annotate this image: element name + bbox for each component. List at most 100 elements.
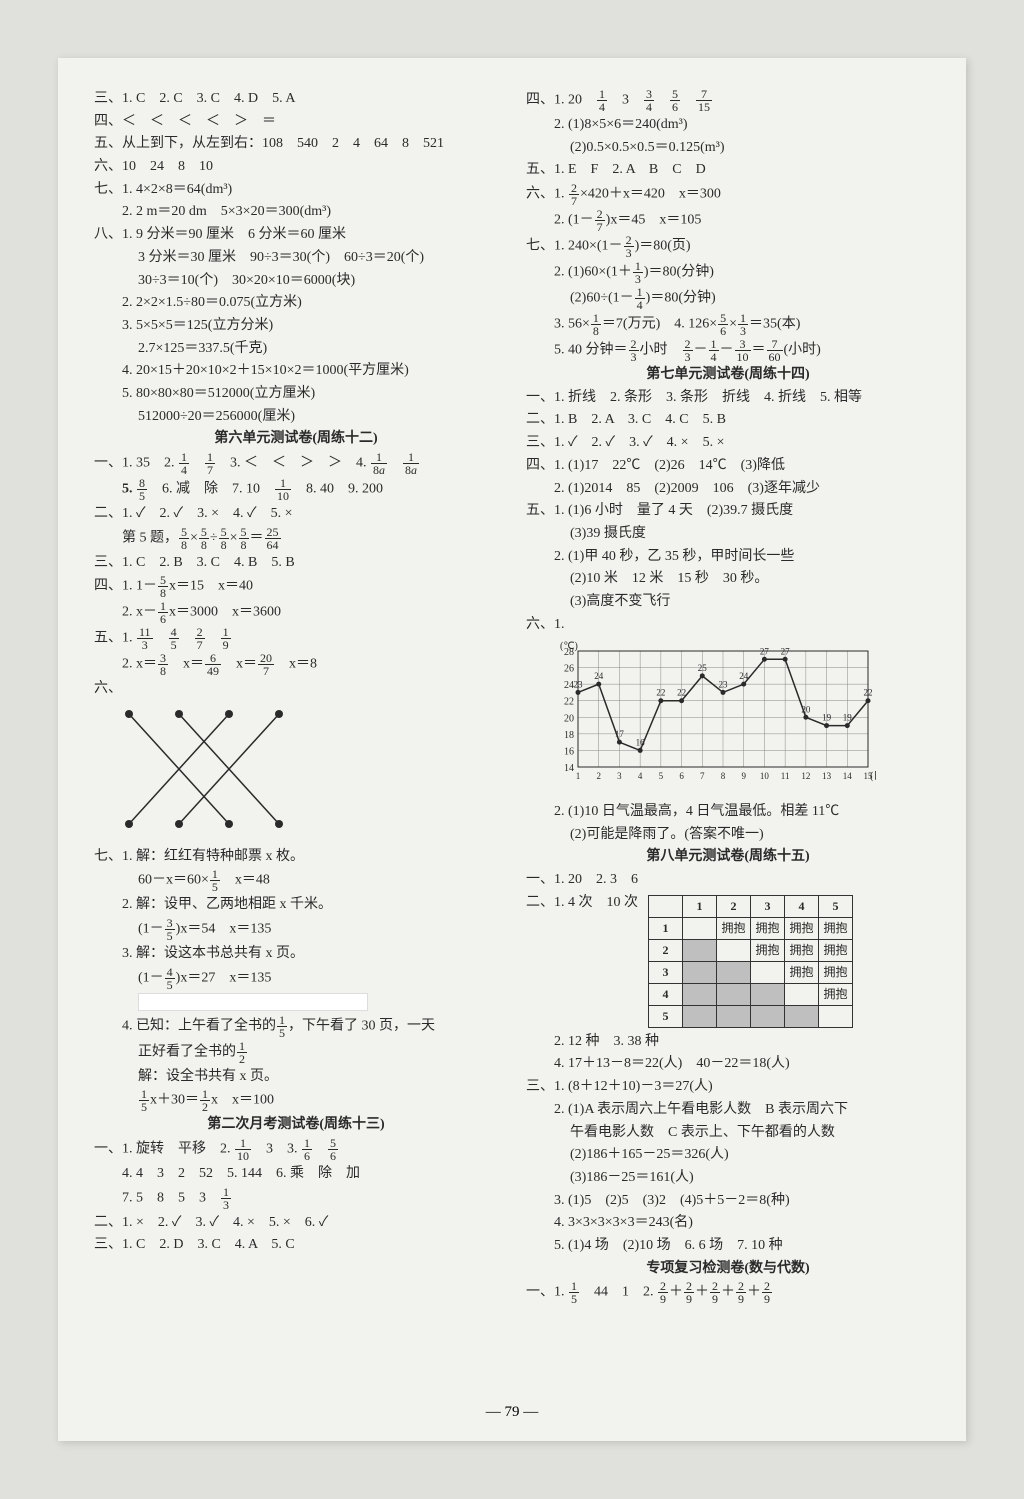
- line: 2. (1)60×(1＋13)＝80(分钟): [526, 260, 930, 285]
- svg-text:16: 16: [636, 738, 646, 748]
- svg-text:13: 13: [822, 771, 832, 781]
- line: 3 分米＝30 厘米 90÷3＝30(个) 60÷3＝20(个): [94, 247, 498, 269]
- svg-text:1: 1: [576, 771, 581, 781]
- svg-text:(℃): (℃): [560, 641, 578, 652]
- line: 2. (1)A 表示周六上午看电影人数 B 表示周六下: [526, 1099, 930, 1121]
- svg-text:17: 17: [615, 729, 625, 739]
- line: 3. (1)5 (2)5 (3)2 (4)5＋5－2＝8(种): [526, 1190, 930, 1212]
- line: (3)39 摄氏度: [526, 523, 930, 545]
- line: 2. 解：设甲、乙两地相距 x 千米。: [94, 894, 498, 916]
- line: 7. 5 8 5 3 13: [94, 1186, 498, 1211]
- line: 2. (1)2014 85 (2)2009 106 (3)逐年减少: [526, 478, 930, 500]
- svg-text:10: 10: [760, 771, 770, 781]
- line: 2.7×125＝337.5(千克): [94, 338, 498, 360]
- line: (3)高度不变飞行: [526, 591, 930, 613]
- svg-text:18: 18: [564, 730, 574, 741]
- right-column: 四、1. 20 14 3 34 56 715 2. (1)8×5×6＝240(d…: [526, 88, 930, 1398]
- redaction-block: [138, 993, 368, 1011]
- line: (2)可能是降雨了。(答案不唯一): [526, 824, 930, 846]
- line: 2. (1)8×5×6＝240(dm³): [526, 114, 930, 136]
- svg-text:27: 27: [781, 647, 791, 657]
- line: 4. 4 3 2 52 5. 144 6. 乘 除 加: [94, 1163, 498, 1185]
- svg-text:14: 14: [843, 771, 853, 781]
- svg-text:27: 27: [760, 647, 770, 657]
- line: 五、从上到下，从左到右：108 540 2 4 64 8 521: [94, 133, 498, 155]
- line: 三、1. C 2. D 3. C 4. A 5. C: [94, 1234, 498, 1256]
- line: 六、: [94, 678, 498, 700]
- line: 正好看了全书的12: [94, 1040, 498, 1065]
- svg-text:16: 16: [564, 747, 574, 758]
- line: 七、1. 4×2×8＝64(dm³): [94, 179, 498, 201]
- line: 五、1. 113 45 27 19: [94, 626, 498, 651]
- svg-text:25: 25: [698, 663, 708, 673]
- svg-text:8: 8: [721, 771, 726, 781]
- svg-text:6: 6: [679, 771, 684, 781]
- svg-text:12: 12: [801, 771, 810, 781]
- line: 三、1. (8＋12＋10)－3＝27(人): [526, 1076, 930, 1098]
- line: 3. 解：设这本书总共有 x 页。: [94, 943, 498, 965]
- svg-text:19: 19: [843, 713, 853, 723]
- line: 四、1. (1)17 22℃ (2)26 14℃ (3)降低: [526, 455, 930, 477]
- line: 二、1. × 2. ✓ 3. ✓ 4. × 5. × 6. ✓: [94, 1212, 498, 1234]
- line: 4. 已知：上午看了全书的15，下午看了 30 页，一天: [94, 1014, 498, 1039]
- line: 2. x－16x＝3000 x＝3600: [94, 600, 498, 625]
- columns: 三、1. C 2. C 3. C 4. D 5. A 四、＜ ＜ ＜ ＜ ＞ ＝…: [94, 88, 930, 1398]
- svg-text:14: 14: [564, 763, 574, 774]
- line: 5. 80×80×80＝512000(立方厘米): [94, 383, 498, 405]
- line: (2)0.5×0.5×0.5＝0.125(m³): [526, 137, 930, 159]
- line: (2)10 米 12 米 15 秒 30 秒。: [526, 568, 930, 590]
- line: 七、1. 240×(1－23)＝80(页): [526, 234, 930, 259]
- line: 一、1. 20 2. 3 6: [526, 869, 930, 891]
- line: 三、1. C 2. C 3. C 4. D 5. A: [94, 88, 498, 110]
- line: 2. x＝38 x＝649 x＝207 x＝8: [94, 652, 498, 677]
- svg-text:19: 19: [822, 713, 832, 723]
- line: (2)186＋165－25＝326(人): [526, 1144, 930, 1166]
- line: 一、1. 折线 2. 条形 3. 条形 折线 4. 折线 5. 相等: [526, 387, 930, 409]
- page: 三、1. C 2. C 3. C 4. D 5. A 四、＜ ＜ ＜ ＜ ＞ ＝…: [58, 58, 966, 1441]
- line: 3. 5×5×5＝125(立方分米): [94, 315, 498, 337]
- line: 一、1. 旋转 平移 2. 110 3 3. 16 56: [94, 1137, 498, 1162]
- unit-heading: 第八单元测试卷(周练十五): [526, 846, 930, 868]
- svg-text:23: 23: [719, 680, 729, 690]
- line: (1－35)x＝54 x＝135: [94, 917, 498, 942]
- line: 一、1. 35 2. 14 17 3. ＜ ＜ ＞ ＞ 4. 18a 18a: [94, 451, 498, 476]
- svg-text:22: 22: [677, 688, 686, 698]
- unit-heading: 专项复习检测卷(数与代数): [526, 1258, 930, 1280]
- matching-diagram: [114, 704, 498, 842]
- line: 2. (1)10 日气温最高，4 日气温最低。相差 11℃: [526, 801, 930, 823]
- svg-text:24: 24: [564, 680, 574, 691]
- line: 5. 85 6. 减 除 7. 10 110 8. 40 9. 200: [94, 477, 498, 502]
- unit-heading: 第七单元测试卷(周练十四): [526, 364, 930, 386]
- line: 一、1. 15 44 1 2. 29＋29＋29＋29＋29: [526, 1280, 930, 1305]
- row-with-table: 二、1. 4 次 10 次 123451拥抱拥抱拥抱拥抱2拥抱拥抱拥抱3拥抱拥抱…: [526, 892, 930, 1031]
- line: 5. (1)4 场 (2)10 场 6. 6 场 7. 10 种: [526, 1235, 930, 1257]
- line: 512000÷20＝256000(厘米): [94, 406, 498, 428]
- line: 解：设全书共有 x 页。: [94, 1066, 498, 1088]
- svg-text:24: 24: [739, 671, 749, 681]
- line: 2. 12 种 3. 38 种: [526, 1031, 930, 1053]
- line: 二、1. B 2. A 3. C 4. C 5. B: [526, 409, 930, 431]
- unit-heading: 第六单元测试卷(周练十二): [94, 428, 498, 450]
- left-column: 三、1. C 2. C 3. C 4. D 5. A 四、＜ ＜ ＜ ＜ ＞ ＝…: [94, 88, 498, 1398]
- line: 4. 3×3×3×3×3＝243(名): [526, 1212, 930, 1234]
- line: (3)186－25＝161(人): [526, 1167, 930, 1189]
- svg-text:7: 7: [700, 771, 705, 781]
- line: 5. 40 分钟＝23小时 23－14－310＝760(小时): [526, 338, 930, 363]
- svg-text:3: 3: [617, 771, 622, 781]
- line: 四、＜ ＜ ＜ ＜ ＞ ＝: [94, 111, 498, 133]
- unit-heading: 第二次月考测试卷(周练十三): [94, 1114, 498, 1136]
- page-number: — 79 —: [94, 1398, 930, 1421]
- line: 三、1. C 2. B 3. C 4. B 5. B: [94, 552, 498, 574]
- svg-text:23: 23: [574, 680, 584, 690]
- line: 4. 20×15＋20×10×2＋15×10×2＝1000(平方厘米): [94, 360, 498, 382]
- line: 60－x＝60×15 x＝48: [94, 868, 498, 893]
- svg-text:4: 4: [638, 771, 643, 781]
- svg-text:26: 26: [564, 664, 574, 675]
- line: 2. 2×2×1.5÷80＝0.075(立方米): [94, 292, 498, 314]
- combinations-table: 123451拥抱拥抱拥抱拥抱2拥抱拥抱拥抱3拥抱拥抱4拥抱5: [648, 895, 853, 1028]
- line: 六、1.: [526, 614, 930, 636]
- svg-text:5: 5: [659, 771, 664, 781]
- line: 四、1. 1－58x＝15 x＝40: [94, 574, 498, 599]
- line: (2)60÷(1－14)＝80(分钟): [526, 286, 930, 311]
- line: 30÷3＝10(个) 30×20×10＝6000(块): [94, 270, 498, 292]
